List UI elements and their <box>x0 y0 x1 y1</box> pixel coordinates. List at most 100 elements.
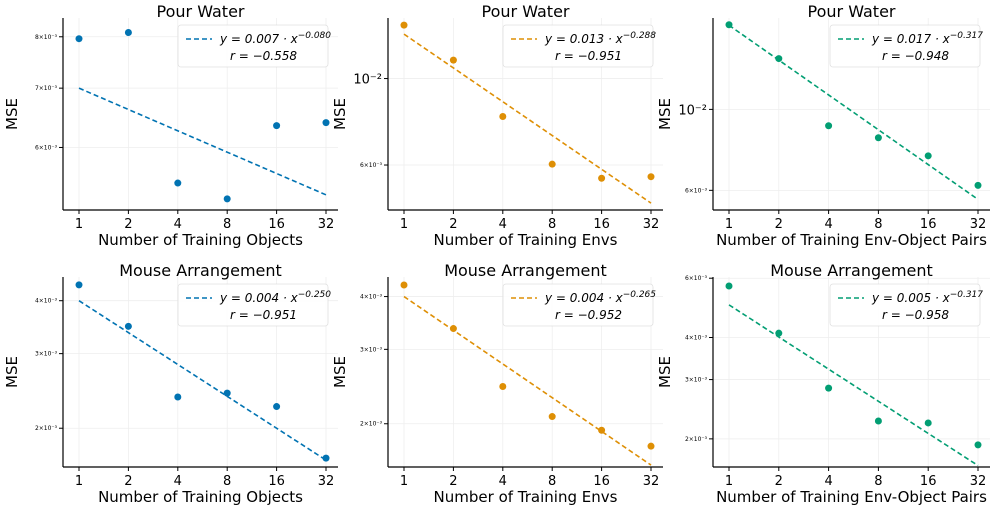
subplot-title: Pour Water <box>157 2 245 21</box>
y-tick-label: 3×10⁻³ <box>360 346 383 353</box>
data-point <box>223 389 231 397</box>
x-tick-label: 4 <box>174 474 182 489</box>
legend-box <box>177 24 329 68</box>
data-point <box>924 152 932 160</box>
y-tick-label: 8×10⁻³ <box>35 34 58 41</box>
x-tick-label: 8 <box>874 217 882 232</box>
data-point <box>924 419 932 427</box>
x-tick-label: 2 <box>124 474 132 489</box>
x-tick-label: 16 <box>593 217 610 232</box>
data-point <box>548 160 556 168</box>
subplot-title: Pour Water <box>808 2 896 21</box>
subplot-6: 1 2 4 8 16 32 6×10⁻³ 4×10⁻³ 3×10⁻³ 2×10⁻³ Mouse Ar… <box>656 261 990 506</box>
legend-box <box>502 24 654 68</box>
y-tick-label: 4×10⁻³ <box>360 294 383 301</box>
x-tick-label: 32 <box>970 217 987 232</box>
subplot-5: 1 2 4 8 16 32 4×10⁻³ 3×10⁻³ 2×10⁻³ Mouse Arrangem… <box>331 261 663 506</box>
y-tick-label: 3×10⁻³ <box>35 351 58 358</box>
data-point <box>400 281 408 289</box>
legend: y = 0.004 · x−0.265 r = −0.952 <box>502 283 656 327</box>
y-tick-label: 6×10⁻³ <box>360 162 383 169</box>
y-tick-label: 10⁻² <box>353 73 382 88</box>
x-tick-label: 32 <box>970 474 987 489</box>
x-tick-label: 1 <box>75 474 83 489</box>
y-axis-label: MSE <box>656 98 674 130</box>
data-point <box>449 325 457 333</box>
data-point <box>825 122 833 130</box>
x-tick-label: 32 <box>643 474 660 489</box>
subplot-title: Mouse Arrangement <box>444 261 607 280</box>
data-point <box>548 413 556 421</box>
legend-correlation: r = −0.558 <box>230 49 297 63</box>
subplot-title: Mouse Arrangement <box>770 261 933 280</box>
x-tick-label: 2 <box>775 474 783 489</box>
x-tick-label: 8 <box>548 217 556 232</box>
data-point <box>124 322 132 330</box>
subplot-4: 1 2 4 8 16 32 4×10⁻³ 3×10⁻³ 2×10⁻³ Mouse Arrangem… <box>3 261 338 506</box>
x-tick-label: 2 <box>449 474 457 489</box>
x-tick-label: 1 <box>400 217 408 232</box>
data-point <box>400 21 408 29</box>
data-point <box>174 393 182 401</box>
y-axis-label: MSE <box>331 356 349 388</box>
legend-equation: y = 0.005 · x−0.317 <box>871 290 983 305</box>
y-tick-label: 6×10⁻³ <box>685 187 708 194</box>
fit-line <box>403 33 652 204</box>
subplot-3: 1 2 4 8 16 32 10⁻² 6×10⁻³ Pour Water Number of Tr… <box>656 2 990 249</box>
x-tick-label: 2 <box>775 217 783 232</box>
y-tick-label: 6×10⁻³ <box>685 275 708 282</box>
data-point <box>322 454 330 462</box>
legend-box <box>502 283 654 327</box>
x-tick-label: 8 <box>874 474 882 489</box>
x-tick-label: 1 <box>725 474 733 489</box>
x-tick-label: 1 <box>400 474 408 489</box>
x-tick-label: 4 <box>824 217 832 232</box>
subplot-1: 1 2 4 8 16 32 8×10⁻³ 7×10⁻³ 6×10⁻³ Pour Water Numb… <box>3 2 338 249</box>
fit-line <box>728 304 979 467</box>
data-point <box>273 122 281 130</box>
legend-box <box>829 24 981 68</box>
legend-box <box>177 283 329 327</box>
data-point <box>75 281 83 289</box>
y-axis-label: MSE <box>3 356 21 388</box>
data-point <box>499 113 507 121</box>
legend-equation: y = 0.017 · x−0.317 <box>871 31 983 46</box>
legend: y = 0.007 · x−0.080 r = −0.558 <box>177 24 331 68</box>
y-tick-label: 2×10⁻³ <box>685 436 708 443</box>
y-axis-label: MSE <box>656 356 674 388</box>
x-tick-label: 2 <box>124 217 132 232</box>
data-point <box>874 134 882 142</box>
y-tick-label: 3×10⁻³ <box>685 377 708 384</box>
data-point <box>499 383 507 391</box>
x-tick-label: 4 <box>499 474 507 489</box>
legend: y = 0.004 · x−0.250 r = −0.951 <box>177 283 331 327</box>
x-tick-label: 32 <box>318 474 335 489</box>
x-axis-label: Number of Training Objects <box>98 231 303 249</box>
fit-line <box>78 300 327 461</box>
x-tick-label: 8 <box>223 474 231 489</box>
legend: y = 0.017 · x−0.317 r = −0.948 <box>829 24 983 68</box>
x-tick-label: 32 <box>318 217 335 232</box>
data-point <box>874 417 882 425</box>
data-point <box>598 426 606 434</box>
data-point <box>598 174 606 182</box>
x-axis-label: Number of Training Env-Object Pairs <box>716 231 987 249</box>
x-axis-label: Number of Training Objects <box>98 488 303 506</box>
legend: y = 0.005 · x−0.317 r = −0.958 <box>829 283 983 327</box>
y-tick-label: 7×10⁻³ <box>35 85 58 92</box>
data-point <box>174 179 182 187</box>
data-point <box>974 441 982 449</box>
legend-correlation: r = −0.948 <box>882 49 949 63</box>
x-tick-label: 16 <box>268 217 285 232</box>
data-point <box>825 384 833 392</box>
legend-equation: y = 0.007 · x−0.080 <box>219 31 331 46</box>
data-point <box>725 282 733 290</box>
legend-correlation: r = −0.952 <box>555 308 622 322</box>
legend-correlation: r = −0.951 <box>555 49 622 63</box>
data-point <box>75 35 83 43</box>
legend-box <box>829 283 981 327</box>
data-point <box>974 181 982 189</box>
y-tick-label: 2×10⁻³ <box>360 421 383 428</box>
data-point <box>273 403 281 411</box>
